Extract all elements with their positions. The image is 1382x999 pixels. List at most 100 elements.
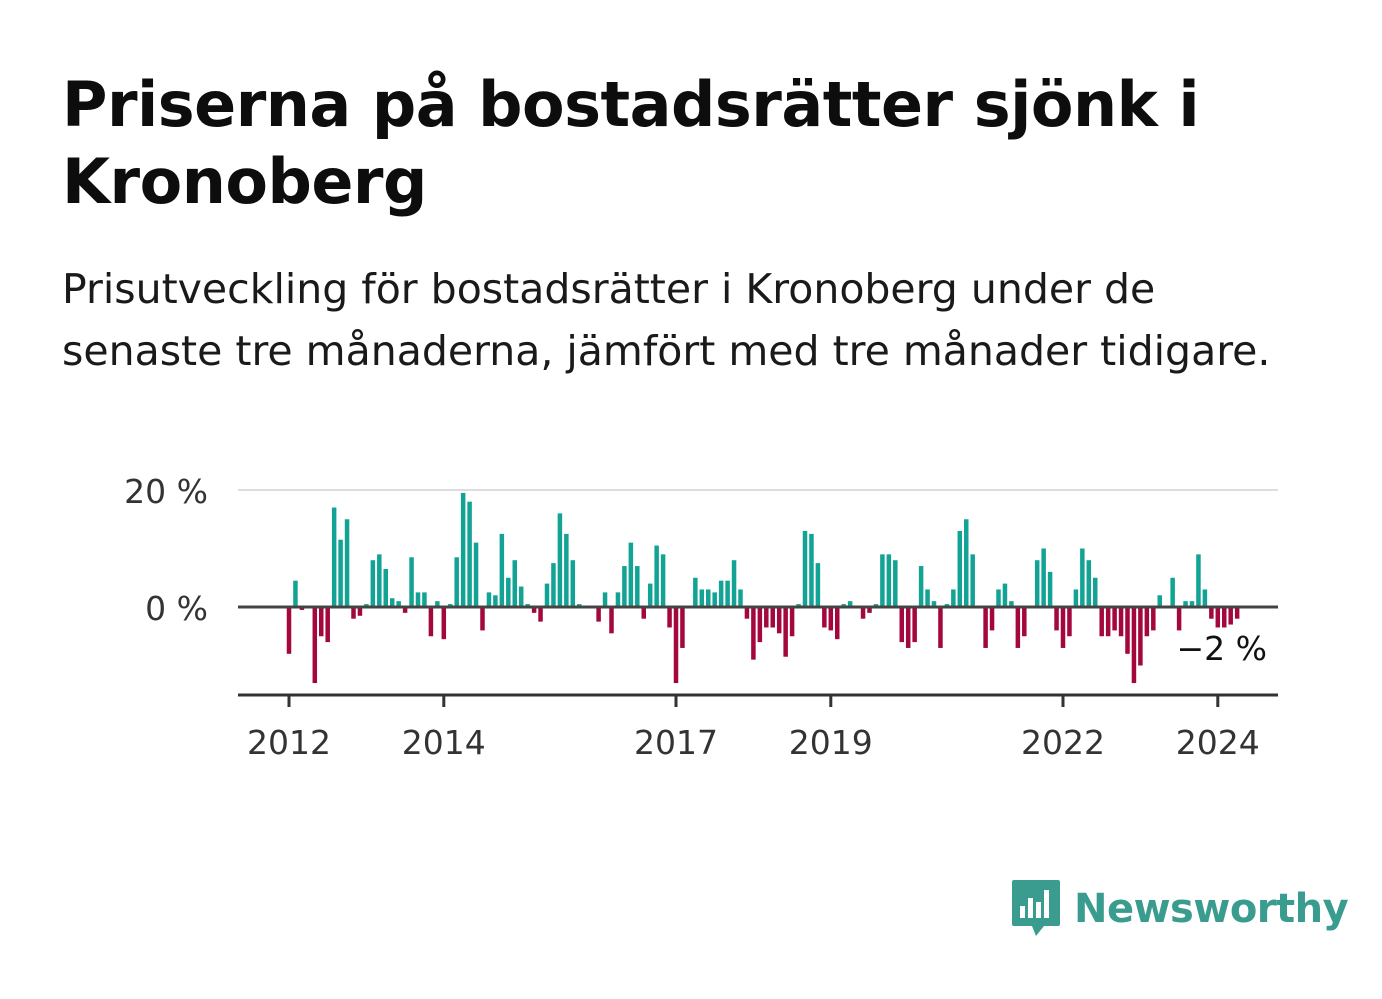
bar xyxy=(602,592,608,607)
bar xyxy=(815,563,821,607)
bar xyxy=(847,601,853,607)
bar xyxy=(1093,577,1098,607)
bar xyxy=(964,519,969,607)
bar xyxy=(435,601,440,607)
bar xyxy=(886,554,892,607)
bar xyxy=(1228,607,1233,625)
bar xyxy=(480,607,485,631)
bar-chart: 20 % 0 % 2012 2014 2017 2019 2022 2024 −2 % xyxy=(124,472,1278,760)
bar xyxy=(1060,607,1066,648)
bar xyxy=(1054,607,1059,631)
bar xyxy=(1222,607,1227,628)
bar xyxy=(615,592,621,607)
bar xyxy=(635,566,640,607)
bar xyxy=(1047,571,1053,607)
bar xyxy=(286,607,292,654)
bar xyxy=(564,533,569,607)
bar xyxy=(409,557,414,607)
bar xyxy=(647,583,653,607)
bar xyxy=(822,607,827,628)
x-tick-label: 2012 xyxy=(247,723,331,760)
bar xyxy=(531,607,537,613)
bar xyxy=(1002,583,1008,607)
bar xyxy=(783,607,788,657)
bar xyxy=(970,554,975,607)
bar xyxy=(1157,595,1162,607)
bar xyxy=(1034,560,1040,607)
bar xyxy=(951,589,956,607)
bar xyxy=(422,592,427,607)
chart-title: Priserna på bostadsrätter sjönk i Kronob… xyxy=(62,68,1200,218)
bar xyxy=(628,542,634,607)
bar xyxy=(1112,607,1117,631)
brand-logo: Newsworthy xyxy=(1010,878,1349,940)
bar xyxy=(1144,607,1150,637)
bar xyxy=(622,566,627,607)
bar xyxy=(344,519,350,607)
bar xyxy=(1015,607,1021,648)
bar xyxy=(1234,607,1240,619)
bar xyxy=(983,607,988,648)
bar xyxy=(319,607,324,637)
bar xyxy=(570,560,576,607)
bar xyxy=(770,607,775,628)
bar xyxy=(1176,607,1182,631)
bar xyxy=(641,607,646,619)
latest-value-label: −2 % xyxy=(1177,629,1268,668)
bar xyxy=(867,607,872,613)
bar xyxy=(493,595,498,607)
bar xyxy=(802,530,808,607)
bar xyxy=(312,607,318,684)
bar xyxy=(1073,589,1079,607)
bar xyxy=(989,607,995,631)
bar xyxy=(454,557,459,607)
bar xyxy=(699,589,705,607)
bar xyxy=(357,607,363,616)
bar xyxy=(1202,589,1208,607)
bar xyxy=(880,554,885,607)
bar xyxy=(609,607,614,634)
bar xyxy=(693,577,698,607)
bar xyxy=(835,607,840,640)
bar xyxy=(486,592,492,607)
bar xyxy=(706,589,711,607)
bar xyxy=(957,530,963,607)
bar xyxy=(518,586,524,607)
bar xyxy=(1131,607,1137,684)
bar xyxy=(931,601,937,607)
bar xyxy=(660,554,666,607)
bar xyxy=(654,545,659,607)
brand-name: Newsworthy xyxy=(1074,886,1349,932)
x-tick-label: 2017 xyxy=(634,723,718,760)
bar xyxy=(996,589,1001,607)
bar xyxy=(680,607,685,648)
bar xyxy=(912,607,917,643)
bar xyxy=(1080,548,1085,607)
bar xyxy=(1196,554,1201,607)
bar xyxy=(396,601,401,607)
bar xyxy=(557,513,563,607)
bar xyxy=(325,607,330,643)
bar xyxy=(738,589,743,607)
bar xyxy=(1099,607,1104,637)
bar xyxy=(673,607,679,684)
bar xyxy=(441,607,447,640)
bar xyxy=(1125,607,1130,654)
bar xyxy=(460,492,466,607)
bar xyxy=(1086,560,1092,607)
bar xyxy=(918,566,924,607)
bar xyxy=(596,607,601,622)
y-tick-label: 20 % xyxy=(124,472,208,511)
bar xyxy=(402,607,408,613)
bar xyxy=(1022,607,1027,637)
bar xyxy=(744,607,750,619)
bar xyxy=(415,592,421,607)
bar xyxy=(331,507,337,607)
bar xyxy=(1041,548,1046,607)
bar xyxy=(1209,607,1214,619)
bar xyxy=(1009,601,1014,607)
x-tick-label: 2022 xyxy=(1021,723,1105,760)
bar xyxy=(370,560,376,607)
bar xyxy=(905,607,911,648)
bar xyxy=(1189,601,1195,607)
